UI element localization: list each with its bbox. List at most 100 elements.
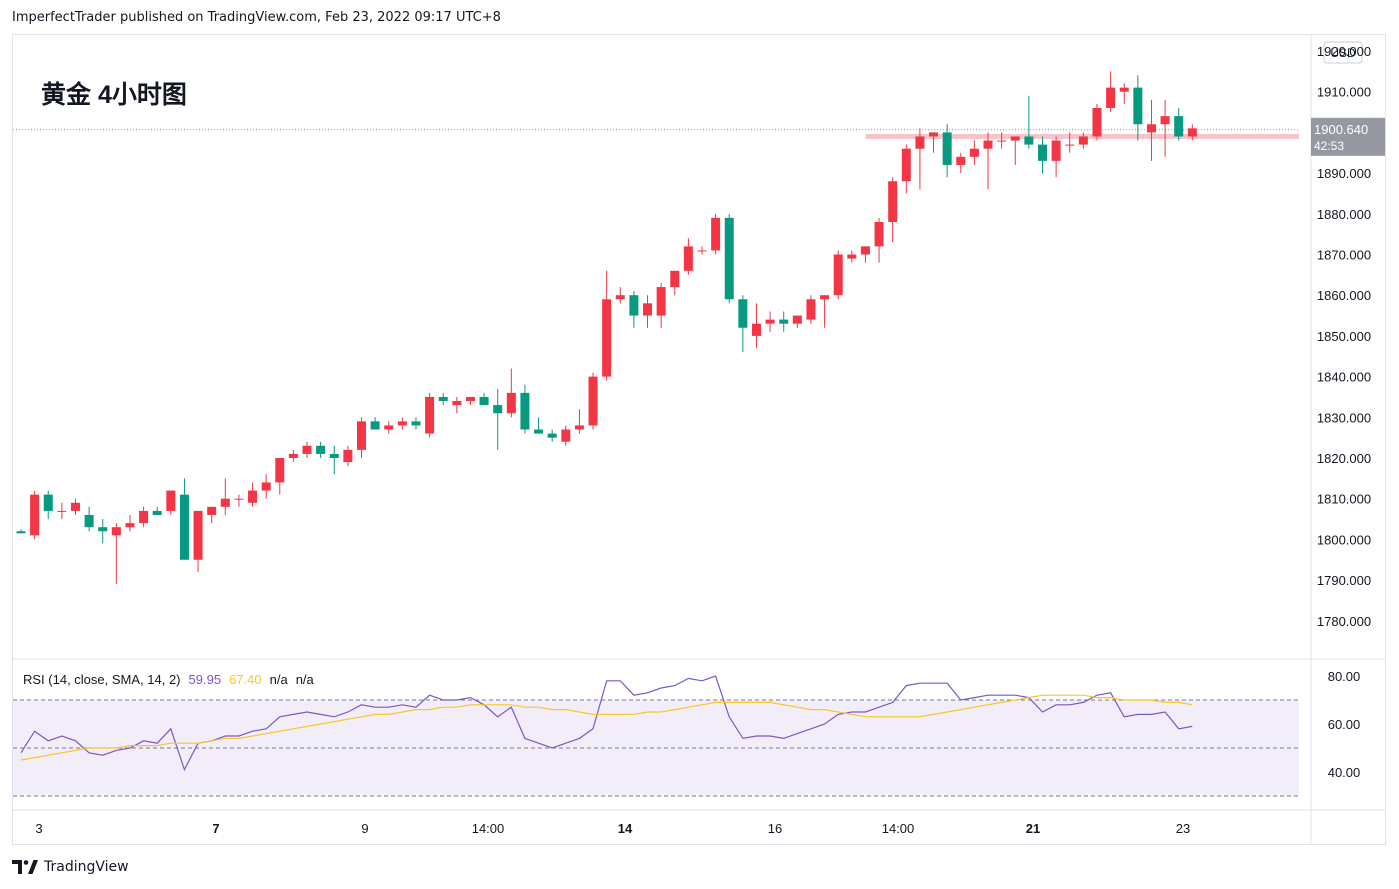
- rsi-legend-part: 67.40: [229, 672, 262, 687]
- candle-body: [697, 250, 707, 252]
- candle-body: [1146, 124, 1156, 133]
- candle-body: [888, 181, 898, 222]
- candle-body: [806, 299, 816, 320]
- candle-body: [683, 246, 693, 271]
- candle-body: [901, 148, 911, 182]
- candle-body: [738, 299, 748, 328]
- price-tick-label: 1820.000: [1317, 451, 1371, 466]
- candle-body: [220, 498, 230, 507]
- time-tick-label: 14: [618, 821, 633, 836]
- tradingview-logo-icon[interactable]: [12, 860, 38, 874]
- price-tick-label: 1860.000: [1317, 288, 1371, 303]
- candle-body: [506, 392, 516, 414]
- candle-body: [397, 421, 407, 426]
- candle-body: [1092, 107, 1102, 137]
- candle-body: [792, 315, 802, 324]
- candle-body: [969, 148, 979, 157]
- candle-body: [860, 246, 870, 255]
- rsi-legend-part: RSI (14, close, SMA, 14, 2): [23, 672, 181, 687]
- candle-body: [357, 421, 366, 450]
- candle-body: [329, 453, 339, 458]
- candle-body: [983, 140, 993, 149]
- candle-body: [479, 396, 489, 406]
- candle-body: [111, 527, 121, 536]
- rsi-tick-label: 80.00: [1328, 669, 1361, 684]
- last-price-box: [1311, 117, 1385, 156]
- candle-body: [84, 514, 94, 528]
- candle-body: [643, 303, 653, 316]
- price-tick-label: 1830.000: [1317, 410, 1371, 425]
- candle-body: [16, 531, 26, 534]
- candle-body: [1078, 136, 1088, 145]
- candle-body: [1010, 136, 1020, 141]
- candle-body: [1038, 144, 1047, 161]
- candle-body: [574, 425, 584, 430]
- candle-body: [847, 254, 857, 259]
- rsi-tick-label: 40.00: [1328, 765, 1361, 780]
- price-tick-label: 1890.000: [1317, 166, 1371, 181]
- candle-body: [1106, 87, 1116, 108]
- price-tick-label: 1870.000: [1317, 248, 1371, 263]
- candle-body: [1065, 144, 1075, 146]
- candle-body: [997, 140, 1007, 142]
- time-tick-label: 21: [1026, 821, 1040, 836]
- candle-body: [670, 270, 680, 288]
- candle-body: [534, 429, 544, 434]
- candle-body: [425, 396, 435, 434]
- tradingview-brand[interactable]: TradingView: [44, 859, 129, 875]
- time-tick-label: 7: [212, 821, 219, 836]
- time-tick-label: 16: [768, 821, 782, 836]
- candle-body: [57, 510, 67, 512]
- candle-body: [1119, 87, 1129, 92]
- price-tick-label: 1850.000: [1317, 329, 1371, 344]
- candle-body: [751, 323, 761, 336]
- candle-body: [125, 523, 135, 528]
- candle-body: [656, 287, 666, 316]
- candle-body: [139, 510, 149, 524]
- chart-frame[interactable]: 黄金 4小时图 USD 1920.000 1910.000 1890.000 1880.0…: [12, 34, 1386, 845]
- candle-body: [343, 449, 353, 463]
- time-tick-label: 14:00: [472, 821, 505, 836]
- candle-body: [30, 494, 40, 536]
- candle-body: [70, 502, 80, 511]
- candle-body: [234, 498, 244, 500]
- price-tick-label: 1800.000: [1317, 532, 1371, 547]
- candle-body: [302, 445, 312, 454]
- candle-body: [874, 221, 884, 247]
- candle-body: [179, 494, 189, 560]
- candle-body: [942, 132, 952, 165]
- candle-body: [370, 421, 380, 430]
- rsi-series-line-sma: [20, 694, 1193, 761]
- time-tick-label: 9: [361, 821, 368, 836]
- candle-body: [248, 490, 258, 503]
- candle-body: [152, 510, 162, 515]
- candle-body: [1051, 140, 1061, 161]
- candle-body: [1024, 136, 1034, 145]
- candle-body: [956, 156, 966, 165]
- candle-body: [724, 217, 734, 300]
- candle-body: [833, 254, 843, 296]
- candle-body: [711, 217, 721, 251]
- candle-body: [561, 429, 571, 442]
- rsi-series-line-rsi: [20, 675, 1193, 772]
- candle-body: [493, 405, 503, 414]
- currency-label: USD: [1330, 46, 1356, 60]
- last-price-label: 1900.640: [1314, 122, 1368, 137]
- candle-body: [547, 433, 557, 438]
- price-tick-label: 1910.000: [1317, 85, 1371, 100]
- time-tick-label: 23: [1176, 821, 1190, 836]
- candle-body: [207, 506, 217, 515]
- candle-body: [261, 482, 271, 491]
- published-caption: ImperfectTrader published on TradingView…: [12, 10, 501, 25]
- candle-body: [316, 445, 326, 454]
- candle-body: [452, 401, 462, 406]
- time-tick-label: 14:00: [882, 821, 915, 836]
- candle-body: [615, 295, 625, 300]
- candle-body: [1187, 128, 1197, 137]
- rsi-legend-part: 59.95: [189, 672, 222, 687]
- footer: TradingView: [12, 856, 129, 878]
- price-tick-label: 1780.000: [1317, 614, 1371, 629]
- candle-body: [465, 396, 475, 402]
- candle-body: [411, 421, 421, 426]
